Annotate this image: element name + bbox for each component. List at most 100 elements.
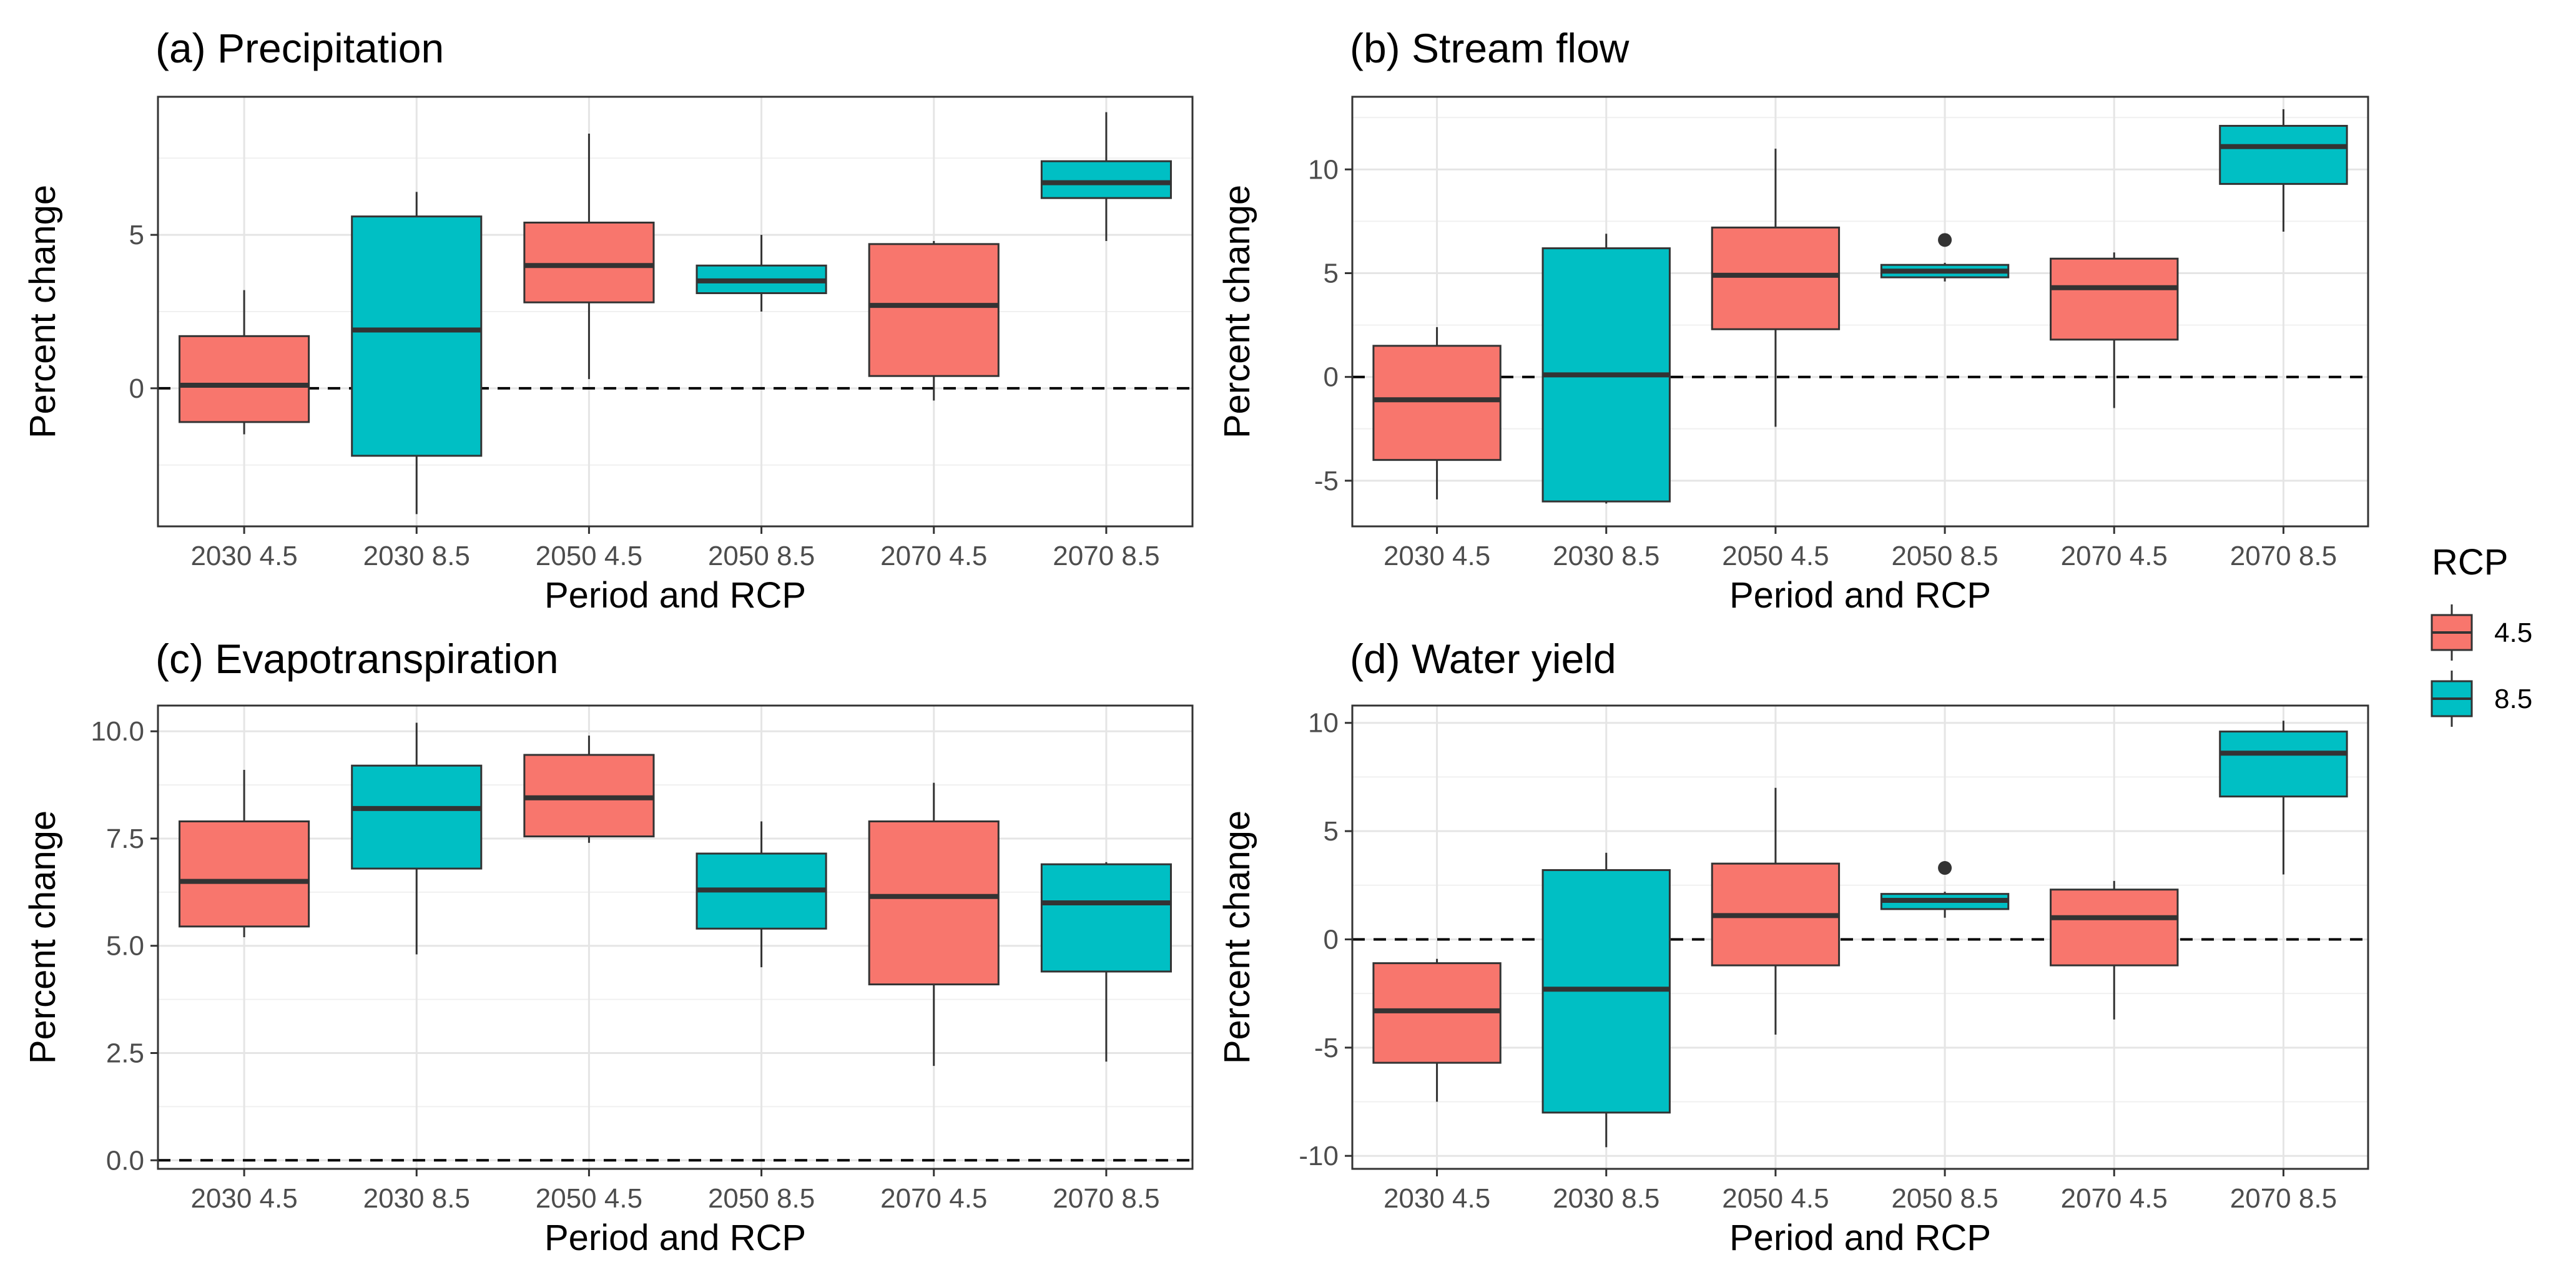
iqr-box — [2050, 889, 2179, 967]
x-tick-label: 2030 8.5 — [363, 541, 470, 571]
x-tick-label: 2050 8.5 — [1891, 1183, 1998, 1214]
x-tick-label: 2050 8.5 — [708, 541, 815, 571]
panel-border — [1351, 96, 2369, 528]
x-tick-label: 2070 4.5 — [880, 541, 987, 571]
iqr-box — [868, 243, 1000, 377]
box-2030-8-5 — [351, 192, 483, 514]
box-2070-4-5 — [868, 240, 1000, 401]
y-tick-label: -5 — [1314, 466, 1339, 496]
iqr-box — [2219, 125, 2348, 185]
x-tick-label: 2050 4.5 — [1722, 541, 1829, 571]
box-2070-4-5 — [2050, 880, 2179, 1020]
x-tick-label: 2070 4.5 — [880, 1183, 987, 1214]
x-tick-label: 2070 8.5 — [1053, 1183, 1159, 1214]
x-tick-label: 2030 4.5 — [190, 1183, 297, 1214]
grid — [1352, 706, 2368, 1169]
x-tick-label: 2050 4.5 — [536, 1183, 642, 1214]
box-2030-8-5 — [351, 722, 483, 955]
x-tick-label: 2030 8.5 — [1553, 1183, 1659, 1214]
outlier-point — [1938, 233, 1952, 247]
iqr-box — [1372, 345, 1502, 461]
legend-label-8-5: 8.5 — [2494, 684, 2532, 714]
x-tick-label: 2070 8.5 — [1053, 541, 1159, 571]
box-2050-4-5 — [523, 133, 655, 380]
iqr-box — [1040, 160, 1172, 199]
x-tick-label: 2050 8.5 — [1891, 541, 1998, 571]
panel-title: (b) Stream flow — [1350, 25, 1630, 71]
y-tick-label: -5 — [1314, 1033, 1339, 1063]
y-tick-label: 5 — [1324, 816, 1339, 847]
panel-water-yield: (d) Water yield -10 -5 0 5 10 2030 4.5 2030 8.5… — [1217, 636, 2369, 1258]
iqr-box — [2050, 257, 2179, 341]
grid — [158, 97, 1192, 526]
y-tick-label: 2.5 — [106, 1038, 144, 1069]
y-tick-label: 10.0 — [91, 716, 144, 747]
legend-item-8-5: 8.5 — [2431, 671, 2532, 727]
box-2070-8-5 — [1040, 862, 1172, 1062]
box-2030-8-5 — [1541, 234, 1671, 504]
x-tick-label: 2030 8.5 — [363, 1183, 470, 1214]
panel-title: (c) Evapotranspiration — [155, 636, 559, 682]
box-2070-8-5 — [1040, 112, 1172, 241]
x-axis-title: Period and RCP — [544, 1218, 806, 1258]
x-axis-title: Period and RCP — [1729, 1218, 1991, 1258]
y-tick-label: 0 — [129, 373, 144, 404]
y-tick-label: 0 — [1324, 362, 1339, 393]
y-tick-label: 5 — [129, 220, 144, 250]
iqr-box — [1040, 863, 1172, 973]
y-tick-label: 10 — [1308, 708, 1339, 739]
box-2050-8-5 — [696, 821, 827, 968]
panel-border — [1351, 704, 2369, 1170]
box-2070-8-5 — [2219, 721, 2348, 875]
y-axis-title: Percent change — [22, 185, 63, 438]
panel-border — [157, 96, 1194, 528]
y-tick-label: -10 — [1299, 1141, 1339, 1171]
y-tick-label: 7.5 — [106, 824, 144, 854]
x-tick-label: 2030 4.5 — [190, 541, 297, 571]
panel-border — [157, 704, 1194, 1170]
box-2050-8-5 — [696, 235, 827, 312]
panel-precipitation: (a) Precipitation 0 5 2030 4.5 2030 8.5 2050 … — [22, 25, 1194, 616]
x-tick-label: 2050 8.5 — [708, 1183, 815, 1214]
box-2050-8-5 — [1880, 861, 2010, 918]
panel-stream-flow: (b) Stream flow -5 0 5 10 2030 4.5 2030 8.5 205… — [1217, 25, 2369, 616]
x-tick-label: 2030 8.5 — [1553, 541, 1659, 571]
panel-title: (a) Precipitation — [155, 25, 444, 71]
outlier-point — [1938, 861, 1952, 875]
x-tick-label: 2050 4.5 — [536, 541, 642, 571]
iqr-box — [179, 335, 310, 423]
x-tick-label: 2030 4.5 — [1384, 1183, 1490, 1214]
panels: (a) Precipitation 0 5 2030 4.5 2030 8.5 2050 … — [22, 25, 2369, 1258]
iqr-box — [351, 764, 483, 870]
x-tick-label: 2050 4.5 — [1722, 1183, 1829, 1214]
iqr-box — [523, 221, 655, 303]
legend-label-4-5: 4.5 — [2494, 618, 2532, 648]
box-2030-4-5 — [179, 770, 310, 937]
x-tick-label: 2070 8.5 — [2230, 1183, 2337, 1214]
y-tick-label: 0.0 — [106, 1145, 144, 1176]
y-axis-title: Percent change — [1217, 810, 1257, 1064]
legend: RCP 4.5 8.5 — [2431, 542, 2532, 727]
iqr-box — [351, 215, 483, 457]
x-tick-label: 2030 4.5 — [1384, 541, 1490, 571]
x-tick-label: 2070 4.5 — [2061, 541, 2168, 571]
x-tick-label: 2070 4.5 — [2061, 1183, 2168, 1214]
iqr-box — [1711, 226, 1841, 330]
y-axis-title: Percent change — [22, 810, 63, 1064]
panel-title: (d) Water yield — [1350, 636, 1616, 682]
box-2050-4-5 — [1711, 787, 1841, 1035]
x-axis-title: Period and RCP — [544, 575, 806, 616]
box-2050-4-5 — [1711, 149, 1841, 427]
box-2050-8-5 — [1880, 233, 2010, 282]
y-tick-label: 10 — [1308, 154, 1339, 185]
iqr-box — [2219, 731, 2348, 798]
iqr-box — [179, 820, 310, 928]
box-2030-4-5 — [1372, 327, 1502, 500]
box-2030-4-5 — [1372, 958, 1502, 1102]
y-axis-title: Percent change — [1217, 185, 1257, 438]
box-2070-4-5 — [2050, 252, 2179, 408]
grid — [158, 706, 1192, 1169]
box-2070-4-5 — [868, 782, 1000, 1066]
legend-title: RCP — [2432, 542, 2508, 583]
